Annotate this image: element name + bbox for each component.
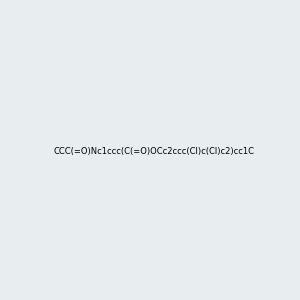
Text: CCC(=O)Nc1ccc(C(=O)OCc2ccc(Cl)c(Cl)c2)cc1C: CCC(=O)Nc1ccc(C(=O)OCc2ccc(Cl)c(Cl)c2)cc… [53,147,254,156]
